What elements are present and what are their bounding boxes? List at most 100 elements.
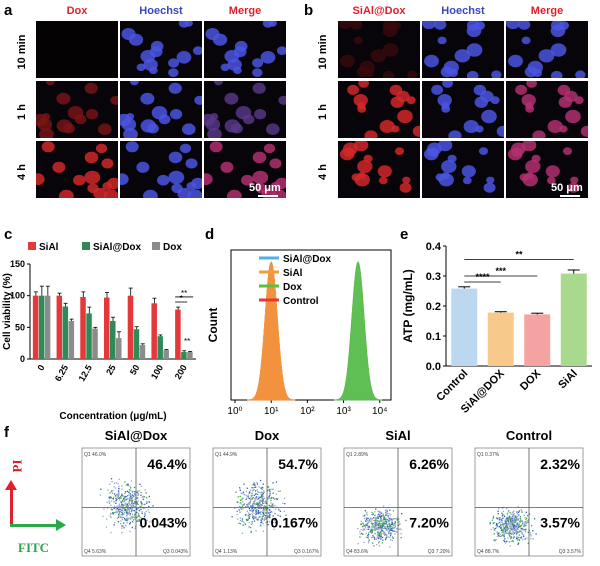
scatter-dot bbox=[254, 484, 256, 486]
scatter-dot bbox=[272, 488, 274, 490]
bar bbox=[139, 345, 146, 359]
scatter-dot bbox=[384, 523, 386, 525]
scatter-dot bbox=[385, 511, 387, 513]
scatter-dot bbox=[388, 528, 391, 530]
cell-nucleus bbox=[235, 106, 252, 120]
scatter-dot bbox=[511, 512, 514, 514]
scatter-dot bbox=[257, 516, 260, 519]
scatter-dot bbox=[105, 526, 108, 528]
scatter-dot bbox=[123, 508, 126, 510]
scatter-dot bbox=[258, 506, 260, 508]
scatter-dot bbox=[121, 508, 123, 510]
scatter-dot bbox=[384, 516, 386, 518]
scatter-dot bbox=[130, 511, 133, 513]
scatter-dot bbox=[255, 517, 257, 519]
scatter-dot bbox=[516, 539, 518, 541]
cell-nucleus bbox=[260, 51, 276, 64]
scatter-dot bbox=[111, 481, 113, 483]
scatter-dot bbox=[248, 526, 250, 528]
scatter-dot bbox=[513, 520, 515, 522]
scatter-dot bbox=[375, 528, 377, 530]
scatter-dot bbox=[510, 518, 512, 520]
cell-nucleus bbox=[73, 174, 86, 186]
scatter-dot bbox=[245, 498, 247, 501]
scatter-dot bbox=[368, 526, 371, 528]
scatter-dot bbox=[372, 534, 374, 537]
scatter-dot bbox=[132, 495, 134, 497]
scatter-dot bbox=[505, 521, 507, 523]
scatter-dot bbox=[132, 497, 134, 499]
cell-nucleus bbox=[184, 21, 193, 27]
scatter-dot bbox=[257, 511, 259, 513]
scatter-dot bbox=[270, 499, 272, 502]
scatter-dot bbox=[245, 490, 248, 492]
pi-arrow-icon bbox=[10, 488, 13, 526]
scatter-dot bbox=[128, 500, 130, 502]
scatter-dot bbox=[362, 528, 365, 530]
scatter-dot bbox=[389, 523, 391, 525]
bar bbox=[44, 295, 51, 359]
scatter-dot bbox=[267, 524, 269, 526]
quadrant-q1-label: Q1 0.37% bbox=[477, 452, 500, 458]
scatter-dot bbox=[137, 494, 139, 497]
scatter-dot bbox=[511, 520, 513, 523]
scatter-dot bbox=[118, 513, 120, 516]
scatter-dot bbox=[364, 524, 367, 526]
scatter-dot bbox=[391, 521, 393, 523]
scatter-dot bbox=[251, 521, 253, 523]
cell-nucleus bbox=[466, 43, 483, 57]
panel-b-row-1h: 1 h bbox=[317, 104, 329, 120]
cell-nucleus bbox=[518, 21, 531, 30]
scatter-dot bbox=[131, 499, 133, 502]
scatter-dot bbox=[102, 515, 104, 517]
scatter-dot bbox=[275, 481, 278, 483]
scatter-dot bbox=[127, 483, 129, 485]
scatter-dot bbox=[378, 523, 380, 525]
scatter-dot bbox=[275, 518, 277, 521]
scatter-dot bbox=[137, 519, 139, 521]
scatter-dot bbox=[111, 509, 114, 511]
scatter-dot bbox=[385, 513, 387, 515]
scatter-dot bbox=[525, 524, 527, 526]
scatter-dot bbox=[531, 525, 533, 527]
scatter-dot bbox=[498, 535, 501, 537]
scatter-dot bbox=[147, 509, 149, 511]
scatter-dot bbox=[377, 532, 379, 534]
scatter-dot bbox=[241, 518, 244, 520]
scatter-dot bbox=[134, 527, 136, 530]
panel-b-img-r2c1 bbox=[338, 81, 420, 138]
legend-label: Dox bbox=[283, 282, 302, 293]
scatter-dot bbox=[378, 524, 380, 526]
scatter-dot bbox=[125, 511, 128, 514]
cell-nucleus bbox=[562, 147, 573, 155]
scatter-dot bbox=[520, 519, 522, 521]
cell-nucleus bbox=[559, 125, 568, 133]
scatter-dot bbox=[260, 511, 262, 513]
scatter-dot bbox=[512, 533, 514, 535]
scatter-dot bbox=[257, 519, 259, 521]
scatter-dot bbox=[124, 492, 126, 495]
cell-nucleus bbox=[357, 160, 373, 173]
cell-nucleus bbox=[149, 46, 163, 58]
scatter-dot bbox=[260, 504, 262, 506]
scatter-dot bbox=[369, 518, 371, 520]
scatter-dot bbox=[390, 528, 392, 530]
scatter-dot bbox=[257, 493, 259, 495]
scatter-dot bbox=[394, 525, 396, 528]
scatter-dot bbox=[253, 520, 256, 522]
y-tick-label: 100 bbox=[10, 291, 25, 301]
scatter-dot bbox=[114, 494, 117, 497]
scatter-dot bbox=[263, 491, 265, 493]
scatter-dot bbox=[514, 515, 517, 518]
scatter-dot bbox=[138, 515, 140, 517]
scatter-dot bbox=[127, 483, 129, 486]
scatter-dot bbox=[254, 490, 257, 492]
scatter-dot bbox=[383, 532, 385, 534]
cell-nucleus bbox=[36, 173, 45, 186]
scatter-dot bbox=[112, 512, 114, 514]
scatter-dot bbox=[509, 530, 511, 532]
scatter-dot bbox=[517, 518, 520, 520]
bar bbox=[451, 288, 478, 366]
scatter-dot bbox=[262, 507, 265, 509]
scatter-dot bbox=[363, 529, 366, 531]
